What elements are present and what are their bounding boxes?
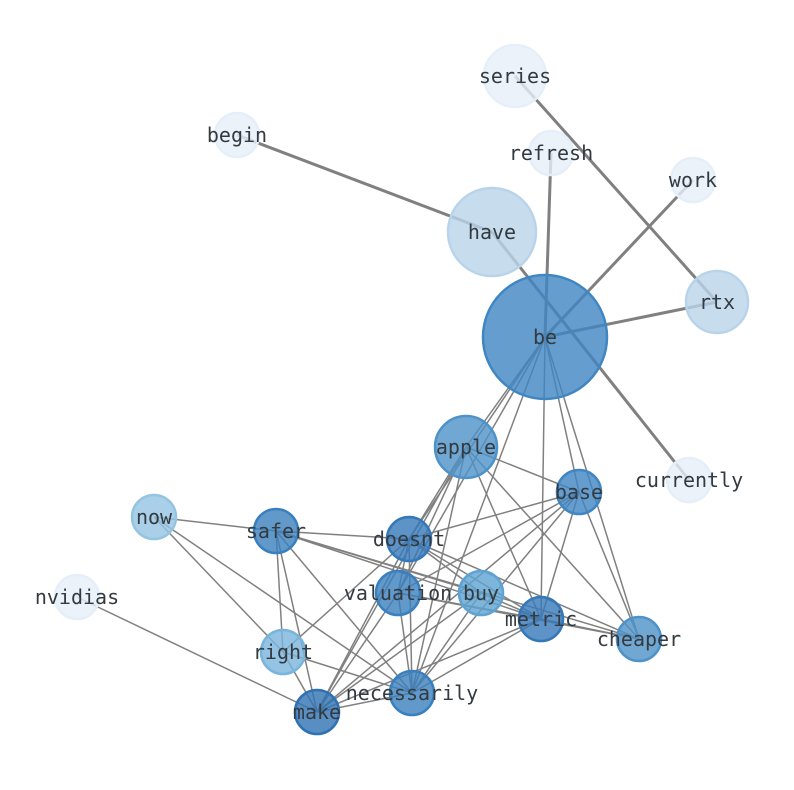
node-buy[interactable]: [457, 569, 505, 617]
node-label-base: base: [555, 480, 603, 504]
node-necessarily[interactable]: [388, 669, 436, 717]
node-label-currently: currently: [635, 468, 743, 492]
node-label-refresh: refresh: [509, 141, 593, 165]
node-nvidias[interactable]: [53, 573, 101, 621]
node-safer[interactable]: [252, 507, 300, 555]
edge-buy-make: [316, 592, 482, 713]
node-label-right: right: [253, 640, 313, 664]
edge-safer-cheaper: [275, 530, 640, 640]
node-label-nvidias: nvidias: [35, 585, 119, 609]
node-label-have: have: [468, 220, 516, 244]
node-label-series: series: [479, 64, 551, 88]
edge-now-necessarily: [153, 516, 413, 694]
edge-doesnt-necessarily: [408, 538, 413, 694]
node-right[interactable]: [259, 628, 307, 676]
node-refresh[interactable]: [527, 129, 575, 177]
edge-safer-make: [275, 530, 318, 713]
edge-series-rtx: [513, 75, 719, 303]
node-metric[interactable]: [517, 595, 565, 643]
node-label-make: make: [293, 700, 341, 724]
node-have[interactable]: [446, 186, 538, 278]
node-label-buy: buy: [463, 581, 499, 605]
node-label-metric: metric: [505, 607, 577, 631]
edge-safer-necessarily: [275, 530, 413, 694]
edge-be-necessarily: [411, 336, 546, 694]
node-make[interactable]: [293, 688, 341, 736]
node-label-safer: safer: [246, 519, 306, 543]
node-label-be: be: [533, 325, 557, 349]
node-work[interactable]: [669, 156, 717, 204]
node-label-cheaper: cheaper: [597, 627, 681, 651]
edge-doesnt-cheaper: [408, 538, 640, 640]
edge-base-cheaper: [578, 491, 640, 640]
edge-doesnt-right: [282, 538, 410, 653]
node-begin[interactable]: [213, 111, 261, 159]
edge-now-right: [153, 516, 284, 653]
node-label-apple: apple: [436, 435, 496, 459]
node-series[interactable]: [482, 43, 548, 109]
edge-metric-necessarily: [411, 618, 542, 694]
node-label-begin: begin: [207, 123, 267, 147]
node-valuation[interactable]: [374, 569, 422, 617]
edge-metric-make: [316, 618, 542, 713]
node-label-necessarily: necessarily: [346, 681, 478, 705]
node-label-valuation: valuation: [344, 581, 452, 605]
node-label-doesnt: doesnt: [373, 527, 445, 551]
node-rtx[interactable]: [684, 269, 750, 335]
edge-valuation-make: [316, 592, 399, 713]
edge-begin-have: [236, 133, 493, 234]
node-doesnt[interactable]: [385, 515, 433, 563]
node-label-now: now: [136, 505, 173, 529]
edge-apple-cheaper: [465, 446, 640, 640]
node-now[interactable]: [130, 493, 178, 541]
node-label-work: work: [669, 168, 717, 192]
node-cheaper[interactable]: [615, 615, 663, 663]
node-apple[interactable]: [433, 414, 499, 480]
node-currently[interactable]: [665, 456, 713, 504]
node-base[interactable]: [555, 468, 603, 516]
edge-doesnt-make: [316, 538, 410, 713]
node-be[interactable]: [481, 273, 609, 401]
node-label-rtx: rtx: [699, 290, 735, 314]
edge-nvidias-make: [76, 596, 318, 713]
edge-base-doesnt: [408, 491, 580, 540]
